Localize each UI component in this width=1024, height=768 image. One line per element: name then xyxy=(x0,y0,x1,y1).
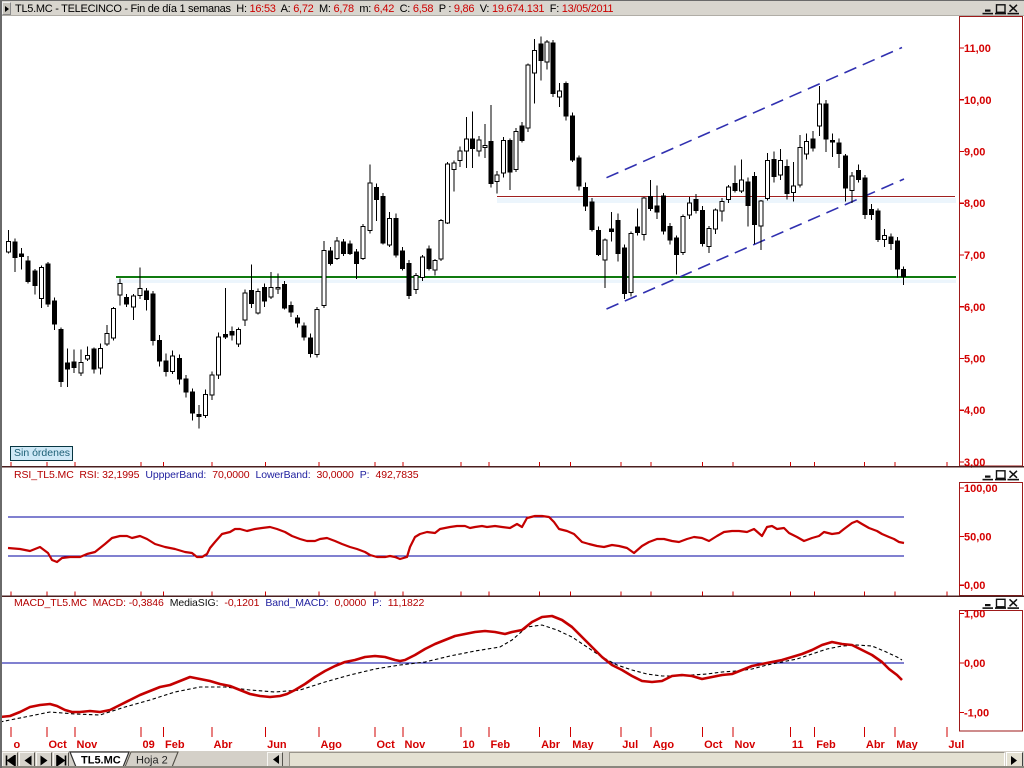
svg-text:Ago: Ago xyxy=(321,739,343,751)
svg-text:50,00: 50,00 xyxy=(964,532,992,544)
svg-text:Hoja 2: Hoja 2 xyxy=(136,755,168,767)
svg-text:Nov: Nov xyxy=(735,739,757,751)
svg-text:Abr: Abr xyxy=(214,739,234,751)
svg-text:Jul: Jul xyxy=(622,739,638,751)
svg-text:Jun: Jun xyxy=(267,739,287,751)
svg-text:Nov: Nov xyxy=(77,739,99,751)
svg-text:Oct: Oct xyxy=(704,739,723,751)
svg-text:09: 09 xyxy=(143,739,155,751)
svg-text:Feb: Feb xyxy=(816,739,836,751)
svg-text:-1,00: -1,00 xyxy=(964,708,989,720)
svg-text:TL5.MC: TL5.MC xyxy=(81,755,121,767)
svg-text:Jul: Jul xyxy=(948,739,964,751)
svg-text:4,00: 4,00 xyxy=(964,405,985,417)
svg-text:11,00: 11,00 xyxy=(964,43,991,55)
svg-text:6,00: 6,00 xyxy=(964,302,985,314)
svg-text:11: 11 xyxy=(792,739,804,751)
svg-text:Ago: Ago xyxy=(653,739,675,751)
svg-text:Abr: Abr xyxy=(866,739,886,751)
svg-text:7,00: 7,00 xyxy=(964,250,985,262)
svg-text:May: May xyxy=(572,739,594,751)
svg-text:9,00: 9,00 xyxy=(964,147,985,159)
svg-text:Abr: Abr xyxy=(541,739,561,751)
svg-text:Oct: Oct xyxy=(49,739,68,751)
svg-text:Nov: Nov xyxy=(405,739,427,751)
svg-text:Oct: Oct xyxy=(377,739,396,751)
svg-text:0,00: 0,00 xyxy=(964,580,985,592)
svg-text:o: o xyxy=(14,739,21,751)
svg-text:5,00: 5,00 xyxy=(964,354,985,366)
svg-text:1,00: 1,00 xyxy=(964,608,985,620)
svg-text:10: 10 xyxy=(463,739,475,751)
svg-text:May: May xyxy=(896,739,918,751)
svg-text:10,00: 10,00 xyxy=(964,95,992,107)
svg-text:Feb: Feb xyxy=(491,739,511,751)
svg-text:8,00: 8,00 xyxy=(964,198,985,210)
svg-text:Feb: Feb xyxy=(165,739,185,751)
svg-text:100,00: 100,00 xyxy=(964,483,998,495)
svg-text:0,00: 0,00 xyxy=(964,658,985,670)
